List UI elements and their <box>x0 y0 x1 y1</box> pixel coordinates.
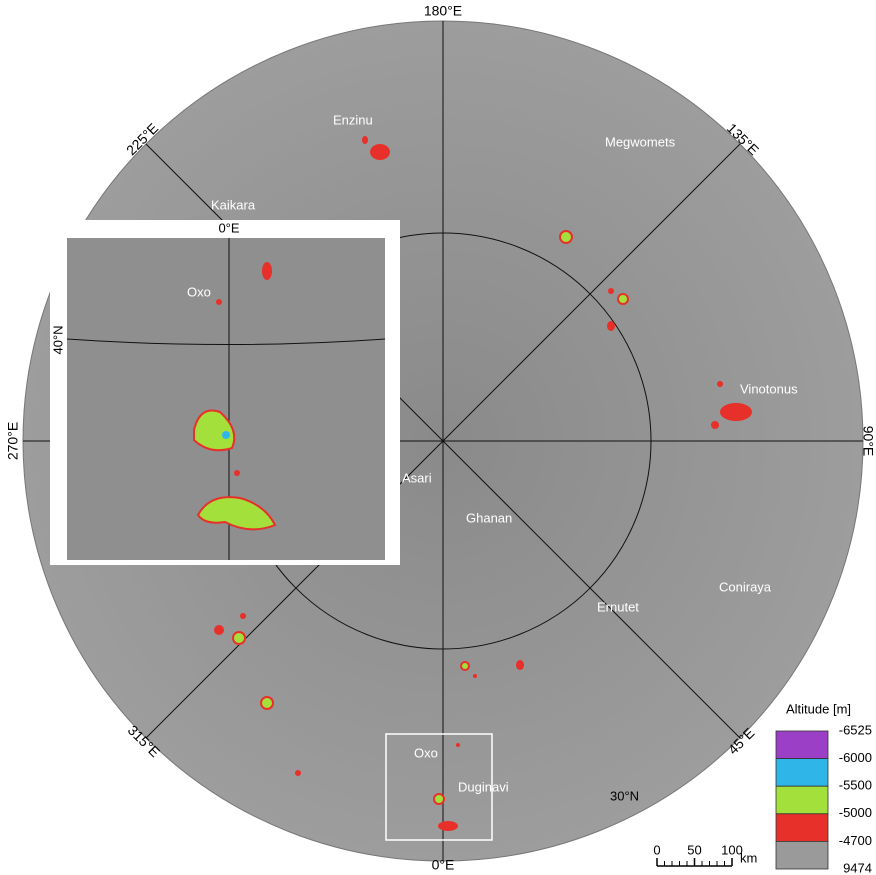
inset-feature-label: Oxo <box>187 284 211 299</box>
feature-label: Coniraya <box>719 579 772 594</box>
lat-label: 30°N <box>610 788 639 803</box>
legend-title: Altitude [m] <box>786 701 851 716</box>
legend-swatch <box>776 841 828 869</box>
feature-label: Ghanan <box>466 510 512 525</box>
lon-label: 180°E <box>424 3 462 19</box>
lon-label: 0°E <box>432 857 455 873</box>
feature-label: Vinotonus <box>740 381 798 396</box>
scale-unit: km <box>740 850 757 865</box>
feature-label: Oxo <box>414 745 438 760</box>
legend-label: 9474 <box>843 860 872 875</box>
legend-label: -4700 <box>839 833 872 848</box>
lon-label: 90°E <box>860 426 876 457</box>
legend-swatch <box>776 786 828 814</box>
legend-swatch <box>776 814 828 842</box>
legend: Altitude [m] -6525 -6000 -5500 -5000 -4700 94… <box>776 701 872 875</box>
inset-lon-label: 0°E <box>218 220 239 235</box>
legend-label: -5500 <box>839 778 872 793</box>
inset-lat-label: 40°N <box>50 325 65 354</box>
feature-label: Asari <box>402 470 432 485</box>
feature-label: Enzinu <box>333 112 373 127</box>
lon-label: 270°E <box>5 422 21 460</box>
map: 180°E 0°E 270°E 90°E 225°E 135°E 315°E 4… <box>0 0 876 875</box>
legend-label: -6000 <box>839 750 872 765</box>
scale-label: 50 <box>687 842 701 857</box>
legend-swatch <box>776 731 828 759</box>
legend-swatch <box>776 759 828 787</box>
feature-label: Ernutet <box>597 599 639 614</box>
feature-label: Megwomets <box>605 134 676 149</box>
inset: 0°E Oxo 40°N <box>50 220 400 565</box>
scale-label: 0 <box>653 842 660 857</box>
legend-label: -6525 <box>839 722 872 737</box>
feature-label: Kaikara <box>211 197 256 212</box>
legend-label: -5000 <box>839 805 872 820</box>
feature-label: Duginavi <box>458 779 509 794</box>
